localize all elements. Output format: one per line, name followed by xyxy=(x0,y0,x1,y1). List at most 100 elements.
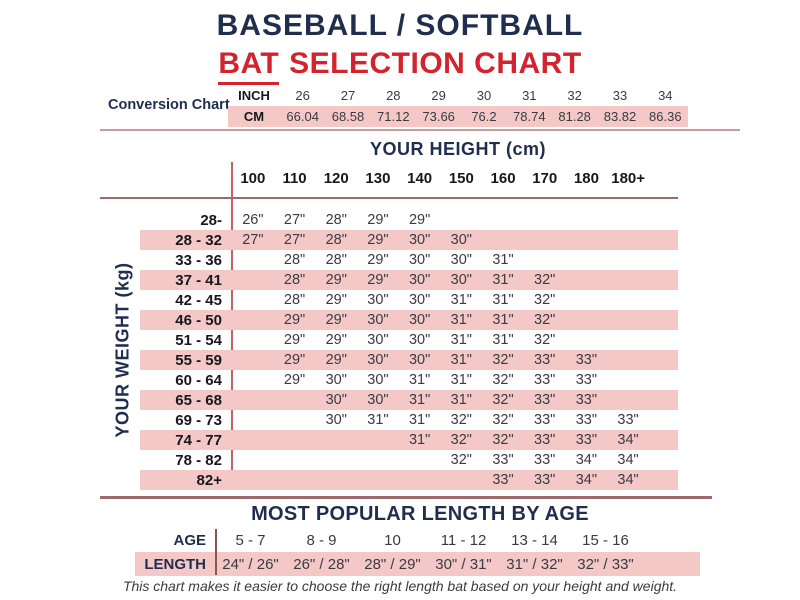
bat-length-cell: 33" xyxy=(492,452,514,468)
bat-length-cell: 30" xyxy=(367,352,389,368)
length-value: 28" / 29" xyxy=(364,555,421,573)
conversion-chart-label: Conversion Chart xyxy=(108,97,230,113)
bat-length-cell: 33" xyxy=(534,352,556,368)
weight-row-label: 28- xyxy=(200,211,222,229)
footer-note: This chart makes it easier to choose the… xyxy=(122,578,678,594)
weight-row-label: 69 - 73 xyxy=(175,411,222,429)
bat-length-cell: 31" xyxy=(450,292,472,308)
bat-length-cell: 30" xyxy=(325,372,347,388)
inch-value: 29 xyxy=(431,88,446,103)
bat-length-cell: 30" xyxy=(408,292,431,308)
bat-length-cell: 32" xyxy=(492,412,514,428)
bat-length-cell: 26" xyxy=(242,212,264,228)
subtitle-rest: SELECTION CHART xyxy=(289,47,582,80)
bat-length-cell: 30" xyxy=(408,312,431,328)
age-section-title: MOST POPULAR LENGTH BY AGE xyxy=(251,503,589,525)
weight-row-label: 37 - 41 xyxy=(175,271,222,289)
bat-length-cell: 30" xyxy=(408,272,431,288)
bat-length-cell: 32" xyxy=(450,412,472,428)
bat-length-cell: 30" xyxy=(325,412,347,428)
bat-length-cell: 30" xyxy=(450,232,472,248)
bat-length-cell: 30" xyxy=(450,252,472,268)
bat-length-cell: 28" xyxy=(283,292,306,308)
bat-length-cell: 33" xyxy=(534,432,556,448)
bat-length-cell: 33" xyxy=(534,412,556,428)
weight-row-label: 28 - 32 xyxy=(175,231,222,249)
bat-length-cell: 32" xyxy=(450,432,472,448)
bat-length-cell: 33" xyxy=(575,392,597,408)
bat-length-cell: 29" xyxy=(325,352,347,368)
cm-value: 81.28 xyxy=(558,109,591,124)
bat-length-cell: 29" xyxy=(367,272,389,288)
bat-length-cell: 29" xyxy=(325,272,347,288)
header-underline xyxy=(100,197,678,199)
bat-length-cell: 33" xyxy=(575,412,597,428)
bat-length-cell: 31" xyxy=(492,272,514,288)
age-group-value: 15 - 16 xyxy=(582,531,629,549)
cm-value: 76.2 xyxy=(471,109,497,124)
bat-length-cell: 29" xyxy=(283,372,306,388)
bat-length-cell: 31" xyxy=(492,312,514,328)
age-table-divider xyxy=(215,529,217,575)
bat-length-cell: 29" xyxy=(367,252,389,268)
bat-length-cell: 30" xyxy=(367,392,389,408)
bat-length-cell: 33" xyxy=(575,372,597,388)
bat-length-cell: 28" xyxy=(325,232,347,248)
bat-length-cell: 31" xyxy=(408,432,431,448)
cm-value: 83.82 xyxy=(603,109,637,124)
divider-top xyxy=(100,129,740,131)
weight-row: 78 - 82 32" 33" 33" 34" 34" xyxy=(140,450,678,470)
bat-length-cell: 29" xyxy=(283,352,306,368)
height-columns-header: 100 110 120 130 140 150 160 170 180 180+ xyxy=(232,168,649,188)
bat-length-cell: 27" xyxy=(242,232,264,248)
inch-value: 32 xyxy=(567,88,582,103)
bat-length-cell: 29" xyxy=(367,232,389,248)
age-group-value: 8 - 9 xyxy=(306,531,337,549)
cm-row-label: CM xyxy=(243,109,265,124)
height-column-header: 100 xyxy=(240,169,266,187)
bat-length-cell: 33" xyxy=(575,432,597,448)
bat-length-cell: 28" xyxy=(283,252,306,268)
weight-row: 28 - 32 27" 27" 28" 29" 30" 30" xyxy=(140,230,678,250)
bat-length-cell: 28" xyxy=(325,212,347,228)
weight-row-label: 74 - 77 xyxy=(175,431,222,449)
height-column-header: 120 xyxy=(323,169,349,187)
age-group-value: 5 - 7 xyxy=(235,531,266,549)
bat-length-cell: 31" xyxy=(408,392,431,408)
weight-row-label: 60 - 64 xyxy=(175,371,222,389)
cm-value: 78.74 xyxy=(513,109,546,124)
weight-row-label: 78 - 82 xyxy=(175,451,222,469)
height-column-header: 170 xyxy=(532,169,558,187)
conversion-table: INCH 26 27 28 29 30 31 32 33 34 CM 66.04 68.58 71.12… xyxy=(228,85,688,127)
bat-length-cell: 29" xyxy=(325,312,347,328)
bat-length-cell: 32" xyxy=(534,332,556,348)
weight-row-label: 46 - 50 xyxy=(175,311,222,329)
age-table: AGE 5 - 7 8 - 9 10 11 - 12 13 - 14 15 - 16 LEN… xyxy=(135,528,700,576)
bat-length-cell: 31" xyxy=(450,332,472,348)
bat-length-cell: 31" xyxy=(450,352,472,368)
bat-length-cell: 27" xyxy=(283,212,306,228)
inch-row-label: INCH xyxy=(238,88,270,103)
weight-row: 69 - 73 30" 31" 31" 32" 32" 33" 33" 33" xyxy=(140,410,678,430)
bat-length-cell: 31" xyxy=(408,412,431,428)
weight-row-label: 55 - 59 xyxy=(175,351,222,369)
bat-length-cell: 29" xyxy=(283,312,306,328)
height-column-header: 150 xyxy=(448,169,474,187)
weight-row: 55 - 59 29" 29" 30" 30" 31" 32" 33" 33" xyxy=(140,350,678,370)
inch-value: 33 xyxy=(612,88,628,103)
bat-length-cell: 30" xyxy=(408,332,431,348)
bat-length-cell: 29" xyxy=(325,292,347,308)
conversion-cm-row: CM 66.04 68.58 71.12 73.66 76.2 78.74 81.28 83.8… xyxy=(228,106,688,127)
bat-length-cell: 32" xyxy=(492,352,514,368)
bat-length-cell: 31" xyxy=(450,372,472,388)
bat-length-cell: 29" xyxy=(325,332,347,348)
weight-row: 82+ 33" 33" 34" 34" xyxy=(140,470,678,490)
cm-value: 68.58 xyxy=(331,109,365,124)
weight-row-label: 42 - 45 xyxy=(175,291,222,309)
bat-length-cell: 33" xyxy=(534,392,556,408)
weight-row: 28- 26" 27" 28" 29" 29" xyxy=(140,210,678,230)
inch-value: 30 xyxy=(476,88,492,103)
length-value: 24" / 26" xyxy=(222,555,279,573)
inch-value: 34 xyxy=(658,88,673,103)
bat-length-cell: 29" xyxy=(408,212,431,228)
